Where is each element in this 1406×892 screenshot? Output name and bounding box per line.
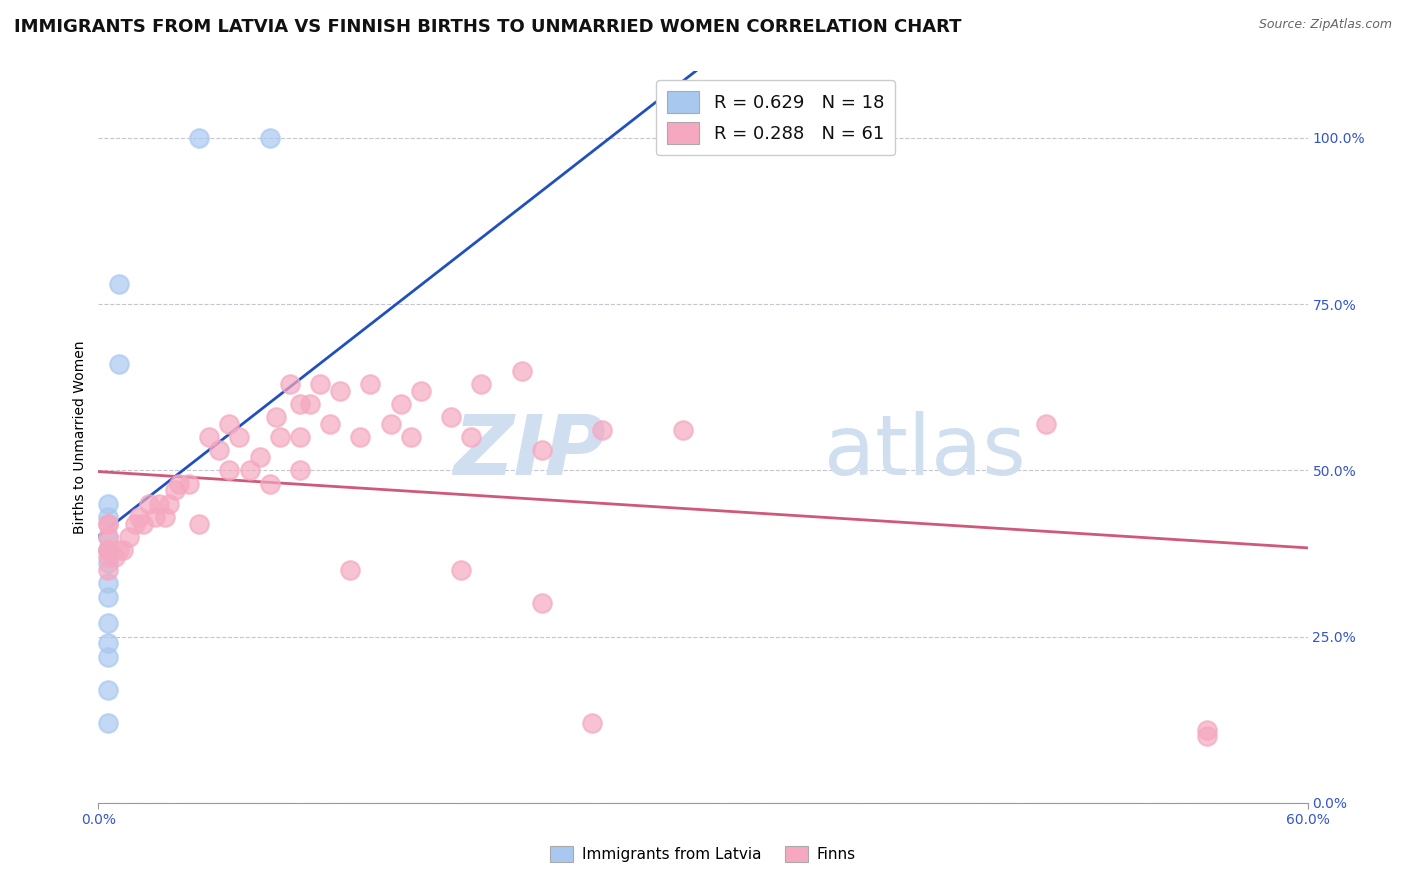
Point	[259, 476, 281, 491]
Y-axis label: Births to Unmarried Women: Births to Unmarried Women	[73, 341, 87, 533]
Point	[198, 430, 221, 444]
Point	[409, 384, 432, 398]
Point	[97, 576, 120, 591]
Point	[153, 509, 176, 524]
Point	[440, 410, 463, 425]
Point	[672, 131, 695, 145]
Point	[103, 549, 125, 564]
Point	[360, 376, 382, 391]
Point	[179, 476, 201, 491]
Point	[188, 131, 211, 145]
Point	[97, 557, 120, 571]
Point	[97, 716, 120, 731]
Legend: Immigrants from Latvia, Finns: Immigrants from Latvia, Finns	[544, 840, 862, 868]
Point	[97, 682, 120, 697]
Point	[107, 543, 129, 558]
Point	[97, 543, 120, 558]
Point	[1195, 723, 1218, 737]
Text: Source: ZipAtlas.com: Source: ZipAtlas.com	[1258, 18, 1392, 31]
Point	[299, 397, 322, 411]
Point	[349, 430, 371, 444]
Point	[264, 410, 287, 425]
Point	[97, 516, 120, 531]
Point	[470, 376, 492, 391]
Point	[97, 549, 120, 564]
Point	[319, 417, 342, 431]
Point	[269, 430, 291, 444]
Point	[111, 543, 134, 558]
Point	[157, 497, 180, 511]
Point	[148, 497, 170, 511]
Point	[399, 430, 422, 444]
Point	[107, 277, 129, 292]
Point	[339, 563, 361, 577]
Point	[239, 463, 262, 477]
Point	[389, 397, 412, 411]
Point	[97, 530, 120, 544]
Point	[188, 516, 211, 531]
Point	[510, 363, 533, 377]
Point	[530, 443, 553, 458]
Point	[530, 596, 553, 610]
Point	[208, 443, 231, 458]
Point	[97, 497, 120, 511]
Point	[581, 716, 603, 731]
Point	[1035, 417, 1057, 431]
Point	[288, 430, 311, 444]
Point	[278, 376, 301, 391]
Point	[288, 463, 311, 477]
Point	[124, 516, 146, 531]
Text: atlas: atlas	[824, 411, 1025, 492]
Point	[97, 543, 120, 558]
Point	[97, 636, 120, 650]
Text: ZIP: ZIP	[454, 411, 606, 492]
Point	[138, 497, 160, 511]
Point	[97, 543, 120, 558]
Point	[118, 530, 141, 544]
Point	[97, 516, 120, 531]
Point	[132, 516, 155, 531]
Point	[128, 509, 150, 524]
Point	[163, 483, 186, 498]
Point	[309, 376, 332, 391]
Point	[97, 563, 120, 577]
Point	[218, 417, 240, 431]
Point	[97, 590, 120, 604]
Point	[107, 357, 129, 371]
Point	[259, 131, 281, 145]
Point	[450, 563, 472, 577]
Point	[228, 430, 250, 444]
Point	[1195, 729, 1218, 743]
Point	[97, 530, 120, 544]
Point	[692, 131, 714, 145]
Point	[218, 463, 240, 477]
Point	[591, 424, 613, 438]
Text: IMMIGRANTS FROM LATVIA VS FINNISH BIRTHS TO UNMARRIED WOMEN CORRELATION CHART: IMMIGRANTS FROM LATVIA VS FINNISH BIRTHS…	[14, 18, 962, 36]
Point	[249, 450, 271, 464]
Point	[97, 509, 120, 524]
Point	[672, 424, 695, 438]
Point	[460, 430, 482, 444]
Point	[97, 649, 120, 664]
Point	[97, 616, 120, 631]
Point	[380, 417, 402, 431]
Point	[288, 397, 311, 411]
Point	[329, 384, 352, 398]
Point	[167, 476, 190, 491]
Point	[143, 509, 166, 524]
